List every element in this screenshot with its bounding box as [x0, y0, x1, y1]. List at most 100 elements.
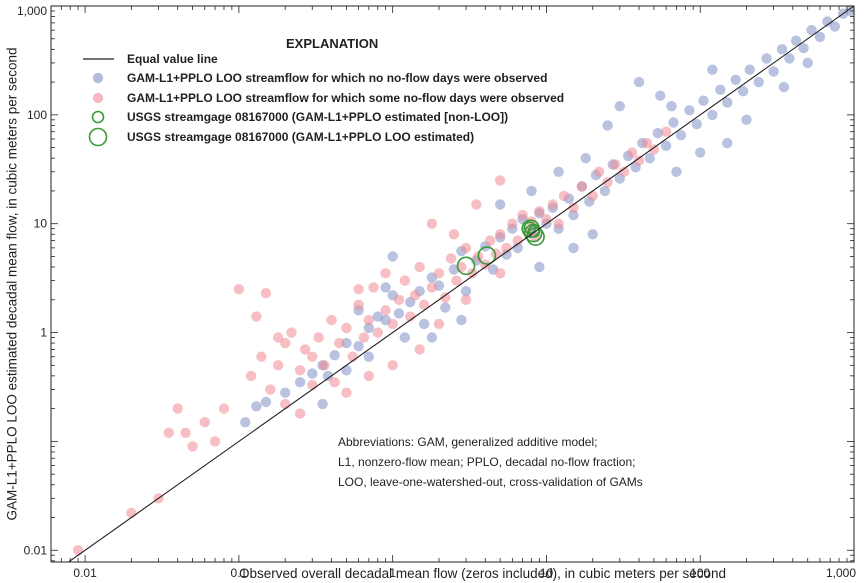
noflow-point [280, 398, 291, 410]
no-noflow-point [698, 95, 709, 106]
noflow-point [319, 360, 330, 371]
noflow-point [495, 229, 506, 240]
no-noflow-point [614, 101, 625, 112]
abbreviations-line-2: L1, nonzero-flow mean; PPLO, decadal no-… [338, 455, 636, 469]
noflow-point [209, 436, 221, 447]
noflow-point [602, 177, 613, 188]
x-tick-label: 1 [389, 566, 396, 580]
y-axis-title: GAM-L1+PPLO LOO estimated decadal mean f… [5, 47, 20, 520]
no-noflow-point [553, 166, 564, 177]
no-noflow-point [251, 401, 262, 412]
noflow-point [341, 387, 352, 398]
x-tick-label: 10 [540, 566, 554, 580]
noflow-point [326, 314, 337, 326]
no-noflow-point [322, 370, 334, 382]
legend-label: USGS streamgage 08167000 (GAM-L1+PPLO LO… [127, 130, 474, 144]
no-noflow-point [280, 387, 291, 398]
legend-dot-swatch [92, 72, 104, 84]
no-noflow-point [363, 322, 374, 334]
no-noflow-point [341, 365, 352, 376]
no-noflow-point [675, 130, 687, 141]
noflow-point [218, 403, 230, 414]
legend-label: GAM-L1+PPLO LOO streamflow for which som… [127, 91, 564, 105]
noflow-point [471, 199, 482, 210]
noflow-point [368, 282, 379, 293]
no-noflow-point [655, 90, 666, 101]
no-noflow-point [737, 86, 749, 97]
no-noflow-point [761, 53, 772, 64]
noflow-point [272, 360, 284, 371]
no-noflow-point [260, 396, 272, 408]
noflow-point [587, 190, 598, 202]
x-tick-label: 100 [690, 566, 710, 580]
no-noflow-point [822, 16, 833, 27]
noflow-point [660, 126, 672, 137]
noflow-point [341, 322, 352, 334]
legend-dot-swatch [92, 92, 104, 104]
axis-ticks [50, 5, 855, 562]
no-noflow-point [380, 282, 391, 293]
legend-label: Equal value line [127, 52, 218, 66]
noflow-point [251, 311, 262, 322]
noflow-point [294, 408, 306, 419]
plot-frame [50, 5, 855, 563]
no-noflow-point [814, 31, 826, 43]
no-noflow-point [741, 114, 752, 126]
noflow-point [534, 206, 545, 217]
no-noflow-point [778, 81, 790, 93]
noflow-point [426, 218, 438, 229]
noflow-point [553, 218, 564, 229]
noflow-point [260, 288, 272, 299]
noflow-point [280, 337, 291, 349]
equal-value-line [67, 6, 854, 562]
abbreviations-note: Abbreviations: GAM, generalized additive… [338, 435, 643, 489]
no-noflow-point [317, 398, 328, 410]
no-noflow-point [715, 84, 726, 96]
no-noflow-point [722, 137, 733, 149]
legend-entries: Equal value line GAM-L1+PPLO LOO streamfl… [83, 52, 564, 147]
noflow-point [495, 268, 506, 279]
no-noflow-point [568, 242, 579, 254]
no-noflow-point [307, 368, 318, 379]
no-noflow-point [668, 117, 679, 128]
no-noflow-point [440, 302, 451, 313]
noflow-point [484, 235, 496, 246]
noflow-point [256, 351, 267, 362]
no-noflow-point [633, 76, 645, 88]
noflow-point [180, 427, 191, 438]
noflow-point [363, 370, 374, 382]
no-noflow-point [753, 76, 764, 88]
noflow-point [387, 318, 398, 330]
noflow-point [380, 268, 391, 279]
no-noflow-point [599, 185, 611, 197]
noflow-point [593, 166, 605, 177]
noflow-point [245, 370, 257, 382]
streamgage-points [456, 219, 545, 276]
noflow-point [558, 190, 570, 202]
legend-large-ring-swatch [88, 127, 108, 147]
gage-non-loo-marker [523, 221, 537, 234]
noflow-point [126, 507, 137, 519]
no-noflow-point [768, 66, 779, 77]
noflow-point [307, 351, 318, 362]
no-noflow-point [294, 377, 306, 388]
gage-loo-marker [523, 223, 543, 243]
no-noflow-point [695, 147, 706, 158]
x-tick-label: 1,000 [826, 566, 856, 580]
no-noflow-point [418, 318, 430, 330]
equal-value-line-layer [67, 6, 854, 562]
noflow-point [512, 235, 523, 246]
noflow-point [187, 441, 198, 452]
no-noflow-point [666, 101, 677, 112]
noflow-point [353, 299, 364, 310]
noflow-point [329, 377, 340, 388]
no-noflow-point [495, 199, 506, 210]
x-axis-title: Observed overall decadal mean flow (zero… [239, 566, 726, 581]
noflow-point [451, 275, 462, 286]
gage-loo-marker [456, 256, 476, 276]
noflow-point [199, 417, 210, 428]
noflow-point [313, 332, 324, 343]
data-points [72, 6, 854, 556]
noflow-point [467, 268, 478, 279]
